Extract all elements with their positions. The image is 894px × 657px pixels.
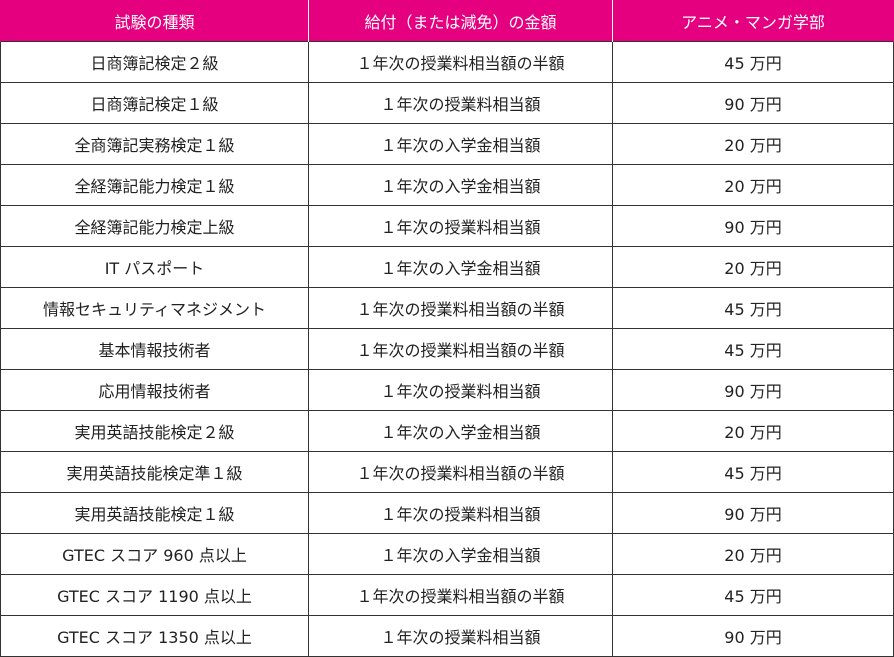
- table-row: 実用英語技能検定準１級 １年次の授業料相当額の半額 45 万円: [0, 451, 894, 493]
- exam-type-cell: 日商簿記検定２級: [0, 41, 309, 83]
- amount-cell: 20 万円: [612, 533, 894, 575]
- exam-type-cell: 実用英語技能検定準１級: [0, 451, 309, 493]
- benefit-cell: １年次の入学金相当額: [308, 246, 613, 288]
- exam-type-cell: 応用情報技術者: [0, 369, 309, 411]
- table-row: 情報セキュリティマネジメント １年次の授業料相当額の半額 45 万円: [0, 287, 894, 329]
- table-row: 実用英語技能検定２級 １年次の入学金相当額 20 万円: [0, 410, 894, 452]
- table-body: 日商簿記検定２級 １年次の授業料相当額の半額 45 万円 日商簿記検定１級 １年次の授業…: [0, 41, 894, 657]
- amount-cell: 45 万円: [612, 574, 894, 616]
- benefit-cell: １年次の入学金相当額: [308, 410, 613, 452]
- exam-type-cell: 実用英語技能検定１級: [0, 492, 309, 534]
- amount-cell: 45 万円: [612, 451, 894, 493]
- exam-type-cell: GTEC スコア 960 点以上: [0, 533, 309, 575]
- exam-type-cell: GTEC スコア 1350 点以上: [0, 615, 309, 657]
- amount-cell: 20 万円: [612, 123, 894, 165]
- exam-type-cell: 全経簿記能力検定上級: [0, 205, 309, 247]
- exam-type-cell: 情報セキュリティマネジメント: [0, 287, 309, 329]
- table-row: 日商簿記検定１級 １年次の授業料相当額 90 万円: [0, 82, 894, 124]
- table-row: 全経簿記能力検定上級 １年次の授業料相当額 90 万円: [0, 205, 894, 247]
- benefit-cell: １年次の授業料相当額の半額: [308, 574, 613, 616]
- table-row: 全商簿記実務検定１級 １年次の入学金相当額 20 万円: [0, 123, 894, 165]
- table-row: GTEC スコア 960 点以上 １年次の入学金相当額 20 万円: [0, 533, 894, 575]
- benefit-cell: １年次の授業料相当額: [308, 492, 613, 534]
- amount-cell: 90 万円: [612, 492, 894, 534]
- exam-type-cell: 全商簿記実務検定１級: [0, 123, 309, 165]
- amount-cell: 90 万円: [612, 369, 894, 411]
- exam-type-cell: IT パスポート: [0, 246, 309, 288]
- amount-cell: 20 万円: [612, 410, 894, 452]
- exam-type-cell: 実用英語技能検定２級: [0, 410, 309, 452]
- exam-type-cell: GTEC スコア 1190 点以上: [0, 574, 309, 616]
- benefit-cell: １年次の授業料相当額: [308, 205, 613, 247]
- benefit-cell: １年次の入学金相当額: [308, 123, 613, 165]
- table-header: 試験の種類 給付（または減免）の金額 アニメ・マンガ学部: [0, 0, 894, 42]
- table-row: 全経簿記能力検定１級 １年次の入学金相当額 20 万円: [0, 164, 894, 206]
- exam-type-cell: 日商簿記検定１級: [0, 82, 309, 124]
- benefit-cell: １年次の授業料相当額の半額: [308, 451, 613, 493]
- benefit-cell: １年次の授業料相当額: [308, 82, 613, 124]
- benefit-cell: １年次の授業料相当額: [308, 369, 613, 411]
- table-row: 日商簿記検定２級 １年次の授業料相当額の半額 45 万円: [0, 41, 894, 83]
- amount-cell: 20 万円: [612, 246, 894, 288]
- table-row: 応用情報技術者 １年次の授業料相当額 90 万円: [0, 369, 894, 411]
- header-row: 試験の種類 給付（または減免）の金額 アニメ・マンガ学部: [0, 0, 894, 42]
- header-exam-type: 試験の種類: [0, 0, 309, 42]
- benefit-cell: １年次の授業料相当額の半額: [308, 328, 613, 370]
- exam-type-cell: 全経簿記能力検定１級: [0, 164, 309, 206]
- table-row: 実用英語技能検定１級 １年次の授業料相当額 90 万円: [0, 492, 894, 534]
- amount-cell: 20 万円: [612, 164, 894, 206]
- amount-cell: 45 万円: [612, 287, 894, 329]
- table-row: 基本情報技術者 １年次の授業料相当額の半額 45 万円: [0, 328, 894, 370]
- amount-cell: 90 万円: [612, 82, 894, 124]
- exam-type-cell: 基本情報技術者: [0, 328, 309, 370]
- table-row: GTEC スコア 1190 点以上 １年次の授業料相当額の半額 45 万円: [0, 574, 894, 616]
- benefit-cell: １年次の授業料相当額の半額: [308, 41, 613, 83]
- header-benefit-amount: 給付（または減免）の金額: [308, 0, 613, 42]
- amount-cell: 45 万円: [612, 328, 894, 370]
- header-faculty: アニメ・マンガ学部: [612, 0, 894, 42]
- amount-cell: 90 万円: [612, 615, 894, 657]
- benefit-cell: １年次の授業料相当額の半額: [308, 287, 613, 329]
- amount-cell: 45 万円: [612, 41, 894, 83]
- amount-cell: 90 万円: [612, 205, 894, 247]
- table-row: IT パスポート １年次の入学金相当額 20 万円: [0, 246, 894, 288]
- benefit-cell: １年次の入学金相当額: [308, 533, 613, 575]
- benefit-cell: １年次の授業料相当額: [308, 615, 613, 657]
- table-row: GTEC スコア 1350 点以上 １年次の授業料相当額 90 万円: [0, 615, 894, 657]
- benefit-cell: １年次の入学金相当額: [308, 164, 613, 206]
